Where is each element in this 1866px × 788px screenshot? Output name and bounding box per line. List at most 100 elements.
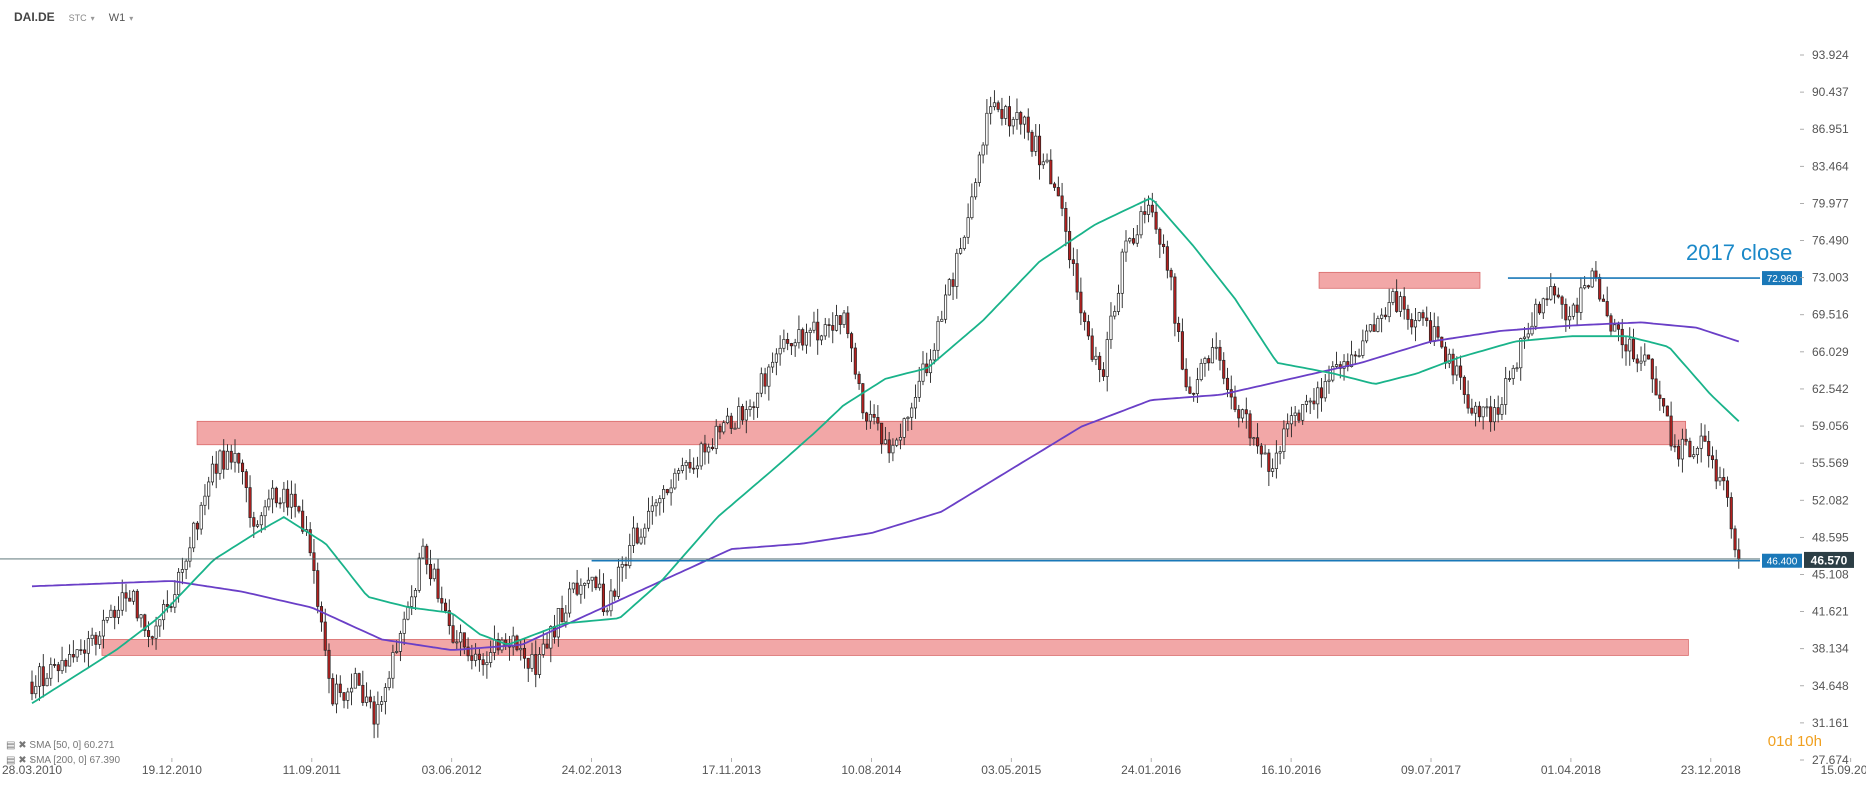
candle-body [740, 406, 745, 421]
candle-body [1026, 116, 1030, 133]
candle-body [718, 425, 722, 433]
candle-body [620, 564, 624, 568]
candle-body [985, 112, 989, 146]
candle-body [943, 294, 948, 320]
candle-body [440, 598, 444, 604]
candle-body [932, 349, 936, 361]
candle-body [263, 506, 267, 517]
sma200-legend[interactable]: ▤ ✖ SMA [200, 0] 67.390 [6, 755, 120, 766]
candle-body [710, 446, 715, 449]
sma50-legend[interactable]: ▤ ✖ SMA [50, 0] 60.271 [6, 740, 114, 751]
sma50-line [31, 197, 1740, 705]
candle-body [1737, 549, 1741, 560]
candle-body [1053, 183, 1057, 188]
candle-body [184, 560, 188, 570]
candle-body [989, 106, 993, 114]
candle-body [1259, 445, 1263, 455]
candle-body [1045, 159, 1049, 163]
candle-body [1188, 386, 1192, 394]
candle-body [1312, 400, 1316, 405]
candle-body [771, 361, 775, 368]
candle-body [1406, 308, 1410, 320]
x-tick-label: 15.09.2019 [1821, 763, 1866, 777]
candle-body [1056, 187, 1060, 197]
candle-body [451, 625, 455, 643]
interval-selector[interactable]: W1 ▾ [109, 10, 134, 24]
candle-body [804, 332, 808, 346]
list-icon[interactable]: ▤ [6, 740, 16, 751]
annotation-2017-close: 2017 close [1686, 240, 1792, 265]
candle-body [1560, 296, 1564, 305]
candle-body [831, 325, 835, 331]
candle-body [432, 568, 436, 580]
candle-body [395, 651, 399, 653]
candle-body [966, 217, 970, 238]
candle-body [594, 576, 598, 589]
candle-body [579, 584, 583, 595]
candle-body [1274, 452, 1278, 469]
candle-body [526, 657, 530, 669]
candle-body [876, 417, 880, 424]
candle-body [959, 248, 963, 254]
candle-body [447, 610, 451, 627]
candle-body [917, 380, 921, 398]
candle-body [477, 653, 481, 661]
candle-body [338, 683, 342, 693]
candle-body [1662, 398, 1666, 407]
list-icon[interactable]: ▤ [6, 755, 16, 766]
source-label: STC [68, 13, 87, 23]
candle-body [895, 439, 899, 446]
candle-body [1564, 303, 1568, 321]
candle-body [1353, 354, 1357, 357]
candle-body [1707, 440, 1711, 457]
symbol-selector[interactable]: DAI.DE [14, 10, 55, 24]
support-resistance-zones [101, 271, 1689, 656]
candle-body [1417, 312, 1421, 321]
candle-body [1703, 435, 1707, 442]
candle-body [1113, 311, 1117, 317]
x-tick-label: 03.06.2012 [422, 763, 482, 777]
sma200-line [31, 321, 1740, 651]
candle-body [1120, 251, 1124, 294]
candle-body [534, 654, 538, 675]
candle-body [267, 498, 271, 508]
candle-body [1553, 286, 1557, 296]
close-icon[interactable]: ✖ [18, 740, 27, 751]
candle-body [1643, 354, 1647, 362]
y-tick-label: 45.108 [1812, 567, 1849, 581]
candle-body [1192, 392, 1196, 395]
candle-body [947, 279, 951, 296]
candle-body [113, 609, 117, 618]
sma50-legend-text: SMA [50, 0] 60.271 [29, 740, 115, 751]
candle-body [680, 465, 684, 471]
candle-body [850, 333, 854, 349]
candle-body [154, 625, 158, 639]
y-tick-label: 73.003 [1812, 271, 1849, 285]
candle-body [921, 363, 925, 382]
candle-body [616, 566, 621, 597]
candle-body [105, 617, 109, 621]
candle-body [293, 493, 297, 507]
candle-body [797, 329, 801, 344]
candle-body [1199, 363, 1203, 380]
candle-body [1173, 276, 1177, 324]
candle-body [1613, 324, 1617, 332]
candle-body [342, 692, 346, 701]
candle-body [699, 443, 703, 467]
current-price-text: 46.570 [1811, 553, 1848, 567]
candle-body [1733, 528, 1737, 551]
candle-body [1350, 354, 1354, 367]
candle-body [519, 648, 523, 651]
candle-body [778, 347, 782, 355]
candle-body [368, 696, 372, 703]
candle-body [1684, 438, 1688, 442]
candle-body [1034, 135, 1038, 152]
candlestick-series [30, 90, 1741, 739]
candle-body [1135, 234, 1139, 244]
candle-body [1041, 161, 1045, 166]
close-icon[interactable]: ✖ [18, 755, 27, 766]
source-selector[interactable]: STC ▾ [69, 10, 95, 24]
candle-body [692, 467, 696, 470]
candle-body [49, 664, 53, 679]
